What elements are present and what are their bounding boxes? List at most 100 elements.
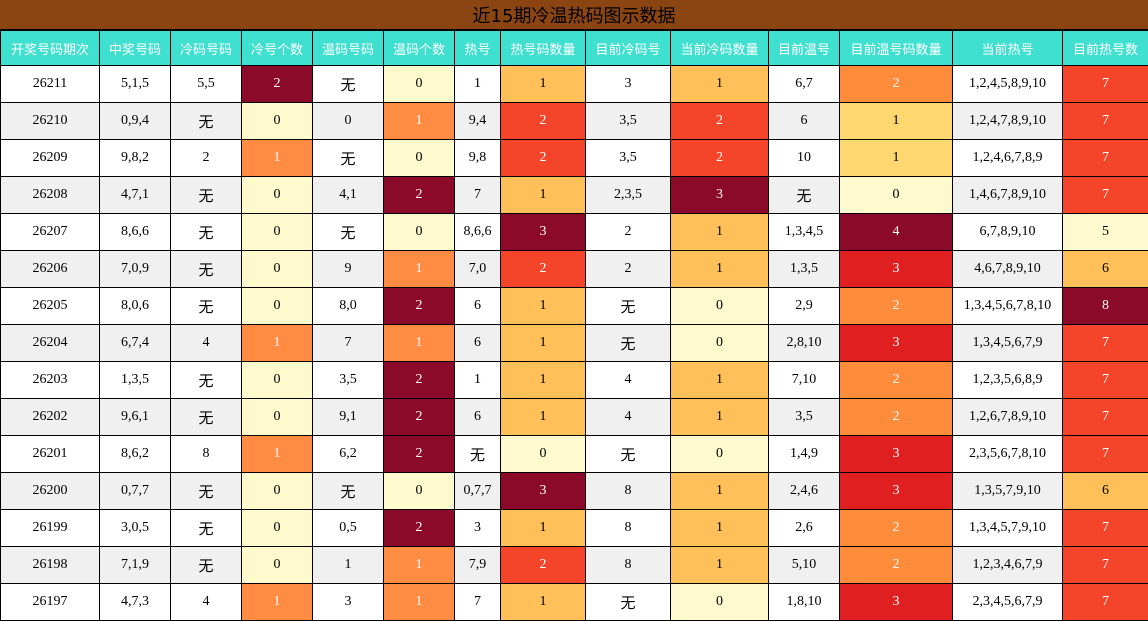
table-cell: 2 [501,251,586,288]
table-cell: 7 [1063,325,1148,362]
column-header: 温码个数 [384,31,455,66]
table-cell: 8,6,6 [455,214,501,251]
table-cell: 4,1 [313,177,384,214]
table-cell: 6 [769,103,840,140]
table-cell: 3,5 [586,140,671,177]
table-cell: 2 [840,547,953,584]
table-cell: 0 [242,177,313,214]
table-cell: 1,3,5,7,9,10 [953,473,1063,510]
table-cell: 7 [1063,436,1148,473]
table-cell: 0 [384,66,455,103]
table-cell: 1 [455,66,501,103]
table-cell: 26201 [1,436,100,473]
table-cell: 无 [171,288,242,325]
table-cell: 1 [501,584,586,621]
table-cell: 无 [313,66,384,103]
table-cell: 1 [501,362,586,399]
table-cell: 3,5 [313,362,384,399]
table-cell: 1,2,3,5,6,8,9 [953,362,1063,399]
table-cell: 0 [242,473,313,510]
table-cell: 1 [671,251,769,288]
table-cell: 无 [171,510,242,547]
table-cell: 无 [171,473,242,510]
column-header: 温码号码 [313,31,384,66]
table-cell: 8 [586,510,671,547]
column-header: 热号码数量 [501,31,586,66]
table-cell: 26197 [1,584,100,621]
table-cell: 9,8,2 [100,140,171,177]
table-cell: 26198 [1,547,100,584]
table-cell: 3 [840,473,953,510]
table-cell: 无 [586,436,671,473]
table-cell: 1 [501,66,586,103]
table-cell: 26204 [1,325,100,362]
table-cell: 0 [242,510,313,547]
table-cell: 4,6,7,8,9,10 [953,251,1063,288]
table-cell: 7 [313,325,384,362]
table-cell: 8 [586,547,671,584]
table-cell: 7 [1063,140,1148,177]
table-cell: 6 [455,325,501,362]
table-cell: 6 [455,399,501,436]
table-cell: 4 [840,214,953,251]
table-cell: 无 [171,362,242,399]
table-cell: 1 [501,399,586,436]
table-cell: 1,2,4,5,8,9,10 [953,66,1063,103]
table-cell: 无 [769,177,840,214]
table-cell: 7 [1063,510,1148,547]
table-cell: 0 [671,436,769,473]
table-cell: 1,4,9 [769,436,840,473]
table-cell: 1 [384,103,455,140]
table-cell: 9,1 [313,399,384,436]
table-cell: 26208 [1,177,100,214]
table-cell: 4 [171,584,242,621]
column-header: 当前热号 [953,31,1063,66]
table-cell: 1 [501,177,586,214]
table-cell: 1,2,3,4,6,7,9 [953,547,1063,584]
table-cell: 1 [242,140,313,177]
table-cell: 0,7,7 [455,473,501,510]
table-cell: 5 [1063,214,1148,251]
table-cell: 2,3,5,6,7,8,10 [953,436,1063,473]
table-cell: 6 [1063,473,1148,510]
table-cell: 2 [384,362,455,399]
table-cell: 2 [384,399,455,436]
table-cell: 26207 [1,214,100,251]
table-cell: 9 [313,251,384,288]
table-cell: 1 [501,325,586,362]
table-cell: 26209 [1,140,100,177]
table-cell: 无 [586,325,671,362]
table-cell: 无 [171,251,242,288]
table-cell: 1 [671,547,769,584]
table-cell: 2 [671,140,769,177]
table-cell: 3 [501,473,586,510]
table-cell: 7 [1063,584,1148,621]
table-cell: 1,3,4,5 [769,214,840,251]
table-cell: 1 [671,399,769,436]
table-cell: 2 [840,399,953,436]
table-cell: 5,1,5 [100,66,171,103]
table-cell: 无 [171,214,242,251]
table-cell: 7,1,9 [100,547,171,584]
table-cell: 2,3,4,5,6,7,9 [953,584,1063,621]
table-cell: 0,5 [313,510,384,547]
table-cell: 2 [384,177,455,214]
table-cell: 7,10 [769,362,840,399]
table-cell: 26205 [1,288,100,325]
table-cell: 2 [501,140,586,177]
table-cell: 1,2,4,7,8,9,10 [953,103,1063,140]
table-cell: 1 [242,325,313,362]
table-cell: 3 [586,66,671,103]
table-cell: 2 [171,140,242,177]
table-cell: 6 [455,288,501,325]
table-cell: 0 [840,177,953,214]
chart-title: 近15期冷温热码图示数据 [0,0,1148,30]
table-cell: 0 [671,288,769,325]
